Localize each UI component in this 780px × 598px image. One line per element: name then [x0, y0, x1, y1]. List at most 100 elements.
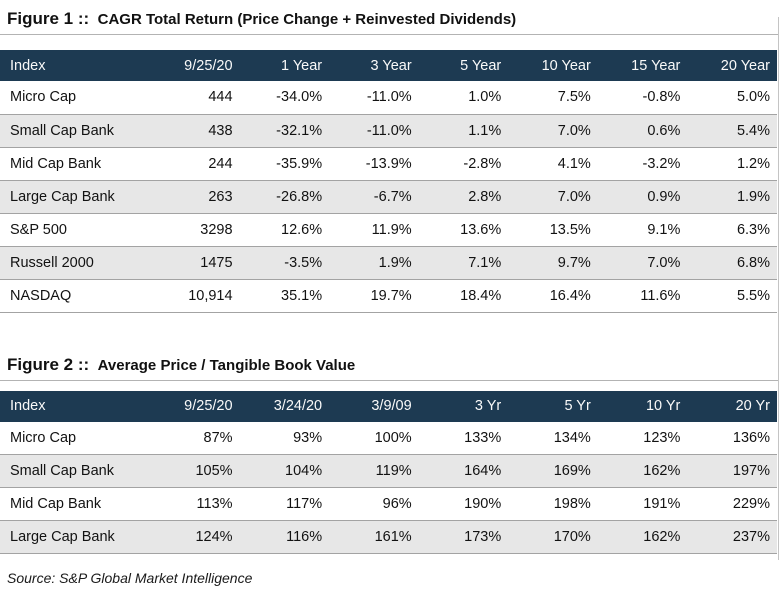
figure1-table: Index 9/25/20 1 Year 3 Year 5 Year 10 Year 15 …	[0, 50, 777, 313]
value-cell: 105%	[150, 454, 240, 488]
value-cell: 16.4%	[508, 278, 598, 312]
table-row: Micro Cap 87% 93% 100% 133% 134% 123% 136%	[0, 422, 777, 455]
value-cell: -32.1%	[239, 113, 330, 147]
value-cell: 198%	[508, 487, 598, 521]
value-cell: -11.0%	[329, 113, 419, 147]
value-cell: 1.2%	[687, 146, 777, 180]
figure2-title: Figure 2 :: Average Price / Tangible Boo…	[0, 346, 778, 381]
value-cell: 169%	[508, 454, 598, 488]
value-cell: 1475	[150, 245, 240, 279]
table-row: Large Cap Bank 124% 116% 161% 173% 170% 162% 23…	[0, 520, 777, 554]
value-cell: 229%	[687, 487, 777, 521]
value-cell: 444	[208, 89, 233, 106]
value-cell: 5.5%	[687, 278, 777, 312]
value-cell: 5.0%	[736, 89, 770, 106]
value-cell: 162%	[597, 520, 688, 554]
value-cell: 7.1%	[418, 245, 509, 279]
column-header: 10 Yr	[597, 390, 688, 422]
row-label-cell: Micro Cap	[10, 429, 77, 446]
value-cell: 116%	[239, 520, 330, 554]
column-header: 5 Year	[418, 50, 509, 81]
value-cell: -26.8%	[239, 179, 330, 213]
row-label-cell: S&P 500	[0, 212, 150, 246]
table-row: Mid Cap Bank 113% 117% 96% 190% 198% 191% 229%	[0, 487, 777, 521]
column-header: 3 Year	[329, 50, 419, 81]
value-cell: 13.5%	[508, 212, 598, 246]
value-cell: 9.7%	[508, 245, 598, 279]
value-cell: -2.8%	[418, 146, 509, 180]
value-cell: 3298	[150, 212, 240, 246]
value-cell: 117%	[239, 487, 330, 521]
column-header: 10 Year	[508, 50, 598, 81]
figure1-label: Figure 1 ::	[7, 9, 90, 28]
value-cell: 124%	[150, 520, 240, 554]
value-cell: 5.4%	[687, 113, 777, 147]
table-row: Large Cap Bank 263 -26.8% -6.7% 2.8% 7.0% 0.9%…	[0, 179, 777, 213]
value-cell: 87%	[203, 429, 233, 446]
table-row: Small Cap Bank 105% 104% 119% 164% 169% 162% 19…	[0, 454, 777, 488]
row-label-cell: Small Cap Bank	[0, 113, 150, 147]
value-cell: 123%	[643, 429, 681, 446]
column-header: Index	[0, 390, 150, 422]
column-header: 20 Yr	[687, 390, 777, 422]
value-cell: 19.7%	[329, 278, 419, 312]
value-cell: 438	[150, 113, 240, 147]
value-cell: 244	[150, 146, 240, 180]
value-cell: 7.5%	[557, 89, 591, 106]
row-label-cell: Mid Cap Bank	[0, 487, 150, 521]
source-note: Source: S&P Global Market Intelligence	[7, 570, 253, 586]
table-row: Micro Cap 444 -34.0% -11.0% 1.0% 7.5% -0.8% 5.0…	[0, 81, 777, 114]
value-cell: 2.8%	[418, 179, 509, 213]
value-cell: 1.1%	[418, 113, 509, 147]
row-label-cell: Small Cap Bank	[0, 454, 150, 488]
value-cell: 6.3%	[687, 212, 777, 246]
value-cell: -3.2%	[597, 146, 688, 180]
table-row: Russell 2000 1475 -3.5% 1.9% 7.1% 9.7% 7.0% 6.8…	[0, 245, 777, 279]
value-cell: 237%	[687, 520, 777, 554]
value-cell: 164%	[418, 454, 509, 488]
value-cell: 9.1%	[597, 212, 688, 246]
value-cell: 7.0%	[597, 245, 688, 279]
value-cell: 191%	[597, 487, 688, 521]
column-header: 1 Year	[239, 50, 330, 81]
value-cell: 4.1%	[508, 146, 598, 180]
value-cell: -3.5%	[239, 245, 330, 279]
figure2-name: Average Price / Tangible Book Value	[97, 356, 356, 374]
value-cell: 1.9%	[687, 179, 777, 213]
value-cell: -35.9%	[239, 146, 330, 180]
value-cell: -0.8%	[642, 89, 681, 106]
value-cell: 18.4%	[418, 278, 509, 312]
value-cell: 190%	[418, 487, 509, 521]
value-cell: 7.0%	[508, 179, 598, 213]
table-row: S&P 500 3298 12.6% 11.9% 13.6% 13.5% 9.1% 6.3%	[0, 212, 777, 246]
figure2-label: Figure 2 ::	[7, 354, 90, 374]
value-cell: 12.6%	[239, 212, 330, 246]
value-cell: -6.7%	[329, 179, 419, 213]
figure1-title: Figure 1 :: CAGR Total Return (Price Cha…	[0, 0, 778, 35]
value-cell: -34.0%	[276, 89, 323, 106]
value-cell: 96%	[329, 487, 419, 521]
value-cell: 119%	[329, 454, 419, 488]
value-cell: 263	[150, 179, 240, 213]
value-cell: 170%	[508, 520, 598, 554]
value-cell: 161%	[329, 520, 419, 554]
table-row: Mid Cap Bank 244 -35.9% -13.9% -2.8% 4.1% -3.2…	[0, 146, 777, 180]
header-row: Index 9/25/20 1 Year 3 Year 5 Year 10 Year 15 …	[0, 50, 777, 81]
row-label-cell: Mid Cap Bank	[0, 146, 150, 180]
value-cell: 136%	[732, 429, 770, 446]
figure1-name: CAGR Total Return (Price Change + Reinve…	[97, 11, 517, 28]
value-cell: 134%	[553, 429, 591, 446]
value-cell: 0.6%	[597, 113, 688, 147]
figure2-table: Index 9/25/20 3/24/20 3/9/09 3 Yr 5 Yr 10 Yr 20…	[0, 390, 777, 554]
row-label-cell: Micro Cap	[10, 89, 77, 106]
value-cell: -11.0%	[366, 89, 412, 106]
value-cell: 1.9%	[329, 245, 419, 279]
column-header: 3/9/09	[329, 390, 419, 422]
value-cell: 35.1%	[239, 278, 330, 312]
value-cell: 13.6%	[418, 212, 509, 246]
value-cell: 6.8%	[687, 245, 777, 279]
value-cell: 133%	[464, 429, 502, 446]
value-cell: 173%	[418, 520, 509, 554]
value-cell: 100%	[374, 429, 412, 446]
